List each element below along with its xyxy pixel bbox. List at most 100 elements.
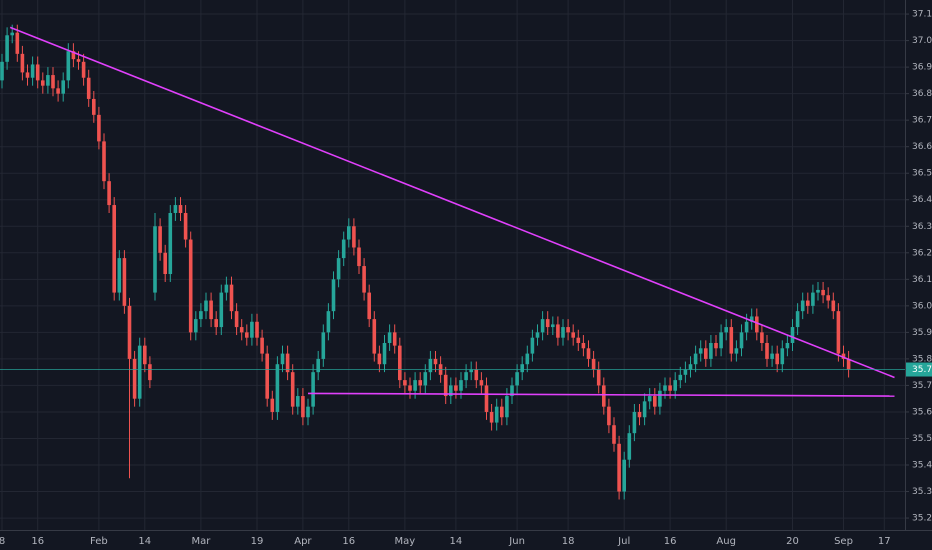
candle-body	[556, 324, 560, 338]
candle-body	[341, 239, 346, 259]
candle-body	[316, 358, 320, 373]
candle-body	[107, 181, 111, 206]
candle-body	[811, 292, 815, 306]
candle-body	[693, 353, 698, 365]
candle-body	[102, 141, 106, 182]
candle-body	[392, 332, 397, 346]
candle-body	[188, 239, 193, 333]
candle-body	[41, 80, 45, 86]
candle-body	[795, 311, 800, 328]
candle-body	[724, 327, 728, 333]
candle-body	[505, 396, 509, 418]
candle-body	[596, 369, 601, 386]
x-tick-label: Apr	[294, 536, 312, 547]
candle-body	[683, 369, 688, 375]
candle-body	[15, 32, 20, 54]
x-tick-label: Feb	[90, 536, 108, 547]
candle-body	[653, 396, 657, 407]
y-tick-label: 36.50	[912, 169, 932, 179]
candle-body	[755, 316, 759, 333]
candle-body	[698, 348, 703, 354]
candle-body	[826, 295, 830, 301]
candle-body	[306, 406, 310, 418]
candle-body	[515, 372, 519, 386]
candle-body	[204, 300, 208, 312]
candle-body	[719, 332, 723, 349]
candle-body	[97, 114, 101, 142]
candle-body	[347, 226, 351, 240]
candle-body	[35, 64, 40, 81]
last-price-box	[906, 362, 932, 377]
candle-body	[668, 385, 672, 391]
candle-body	[194, 319, 198, 333]
candle-body	[428, 358, 433, 373]
candle-body	[551, 324, 555, 328]
x-tick-label: 19	[251, 536, 264, 547]
candle-body	[132, 358, 137, 399]
y-tick-label: 36.60	[912, 142, 932, 152]
y-tick-label: 35.30	[912, 487, 932, 497]
candle-body	[219, 292, 224, 328]
candle-body	[25, 72, 30, 78]
candle-body	[678, 374, 683, 381]
candle-body	[81, 61, 86, 78]
candle-body	[122, 258, 127, 306]
candle-body	[255, 321, 259, 338]
last-price-label: 35.76	[912, 365, 932, 375]
trend-line	[307, 392, 895, 397]
candle-body	[112, 205, 116, 293]
candle-body	[454, 385, 458, 391]
candle-body	[148, 364, 152, 381]
candle-body	[520, 364, 524, 373]
candle-body	[576, 337, 581, 343]
candle-body	[137, 345, 142, 399]
candle-body	[20, 53, 25, 73]
y-tick-label: 36.30	[912, 222, 932, 232]
candle-body	[658, 390, 662, 407]
candle-body	[413, 380, 417, 391]
candle-body	[245, 332, 249, 338]
candle-body	[367, 292, 371, 320]
x-tick-label: Jun	[508, 536, 525, 547]
candle-body	[780, 348, 785, 365]
y-tick-label: 36.10	[912, 275, 932, 285]
candle-body	[224, 284, 229, 293]
candle-body	[326, 311, 331, 333]
candle-body	[484, 385, 489, 412]
candle-body	[398, 345, 402, 381]
x-tick-label: 14	[138, 536, 151, 547]
candle-body	[408, 385, 412, 391]
x-tick-label: 18	[562, 536, 575, 547]
candle-body	[800, 300, 805, 312]
candle-body	[500, 406, 504, 418]
y-tick-label: 35.60	[912, 407, 932, 417]
trend-line	[9, 26, 895, 379]
y-tick-label: 36.80	[912, 89, 932, 99]
candle-body	[127, 305, 132, 359]
candle-body	[566, 327, 570, 333]
candle-body	[56, 88, 60, 94]
y-tick-label: 36.00	[912, 301, 932, 311]
x-tick-label: 8	[0, 536, 5, 547]
candle-body	[591, 358, 596, 370]
candle-body	[770, 353, 774, 359]
candle-body	[336, 258, 341, 280]
candle-body	[632, 411, 637, 434]
candle-body	[0, 61, 4, 81]
candle-body	[433, 358, 438, 365]
candle-body	[66, 51, 71, 81]
candle-body	[714, 342, 718, 349]
candle-body	[280, 353, 285, 365]
candle-body	[239, 327, 244, 333]
x-tick-label: Jul	[617, 536, 630, 547]
candle-body	[260, 337, 264, 354]
candle-body	[464, 372, 468, 381]
candle-body	[765, 342, 769, 359]
candle-body	[296, 396, 300, 407]
candle-body	[250, 321, 254, 338]
candle-body	[423, 372, 428, 386]
candle-body	[30, 64, 35, 78]
candle-body	[92, 98, 96, 115]
candle-body	[163, 252, 167, 275]
candle-body	[469, 369, 473, 373]
